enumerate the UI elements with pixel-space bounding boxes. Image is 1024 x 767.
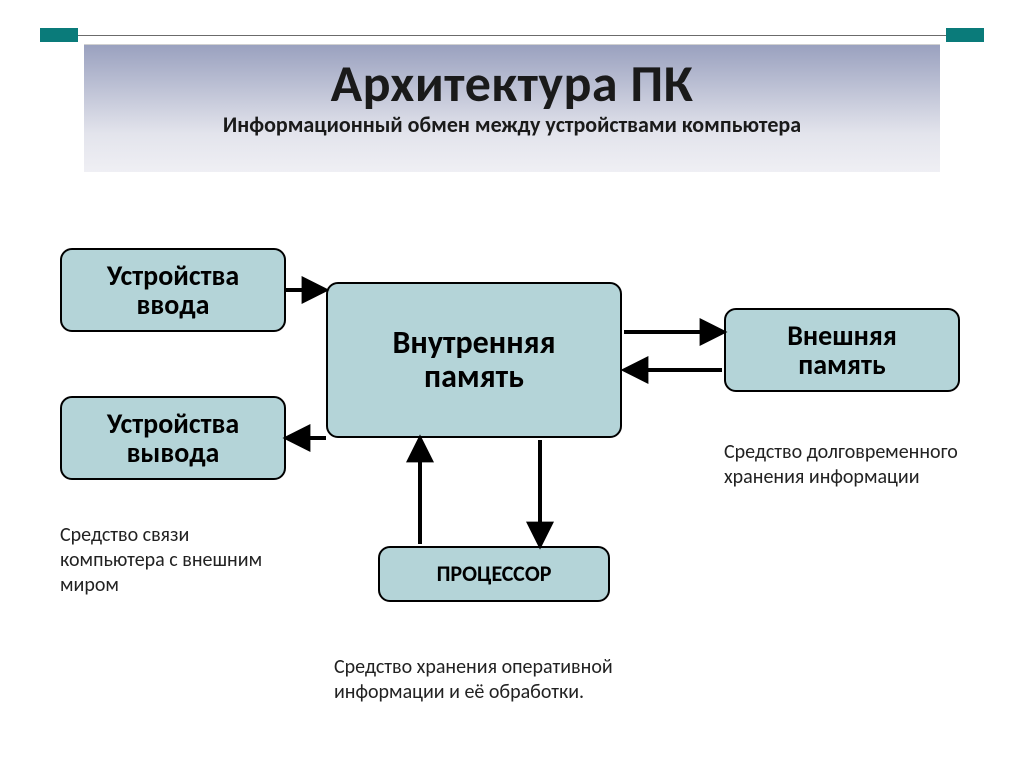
header-panel: Архитектура ПК Информационный обмен межд…	[84, 44, 940, 172]
slide-subtitle: Информационный обмен между устройствами …	[84, 111, 940, 138]
node-processor: ПРОЦЕССОР	[378, 546, 610, 602]
slide-title: Архитектура ПК	[84, 51, 940, 115]
header-rule	[40, 35, 984, 36]
accent-bar-right	[946, 28, 984, 42]
node-output-devices: Устройствавывода	[60, 396, 286, 480]
header: Архитектура ПК Информационный обмен межд…	[0, 0, 1024, 170]
node-input-devices: Устройстваввода	[60, 248, 286, 332]
node-internal-memory: Внутренняяпамять	[326, 282, 622, 438]
caption-cpu: Средство хранения оперативной информации…	[334, 655, 694, 705]
slide: Архитектура ПК Информационный обмен межд…	[0, 0, 1024, 767]
accent-bar-left	[40, 28, 78, 42]
caption-ext: Средство долговременного хранения информ…	[724, 440, 984, 490]
caption-io: Средство связи компьютера с внешним миро…	[60, 523, 290, 598]
node-external-memory: Внешняяпамять	[724, 308, 960, 392]
